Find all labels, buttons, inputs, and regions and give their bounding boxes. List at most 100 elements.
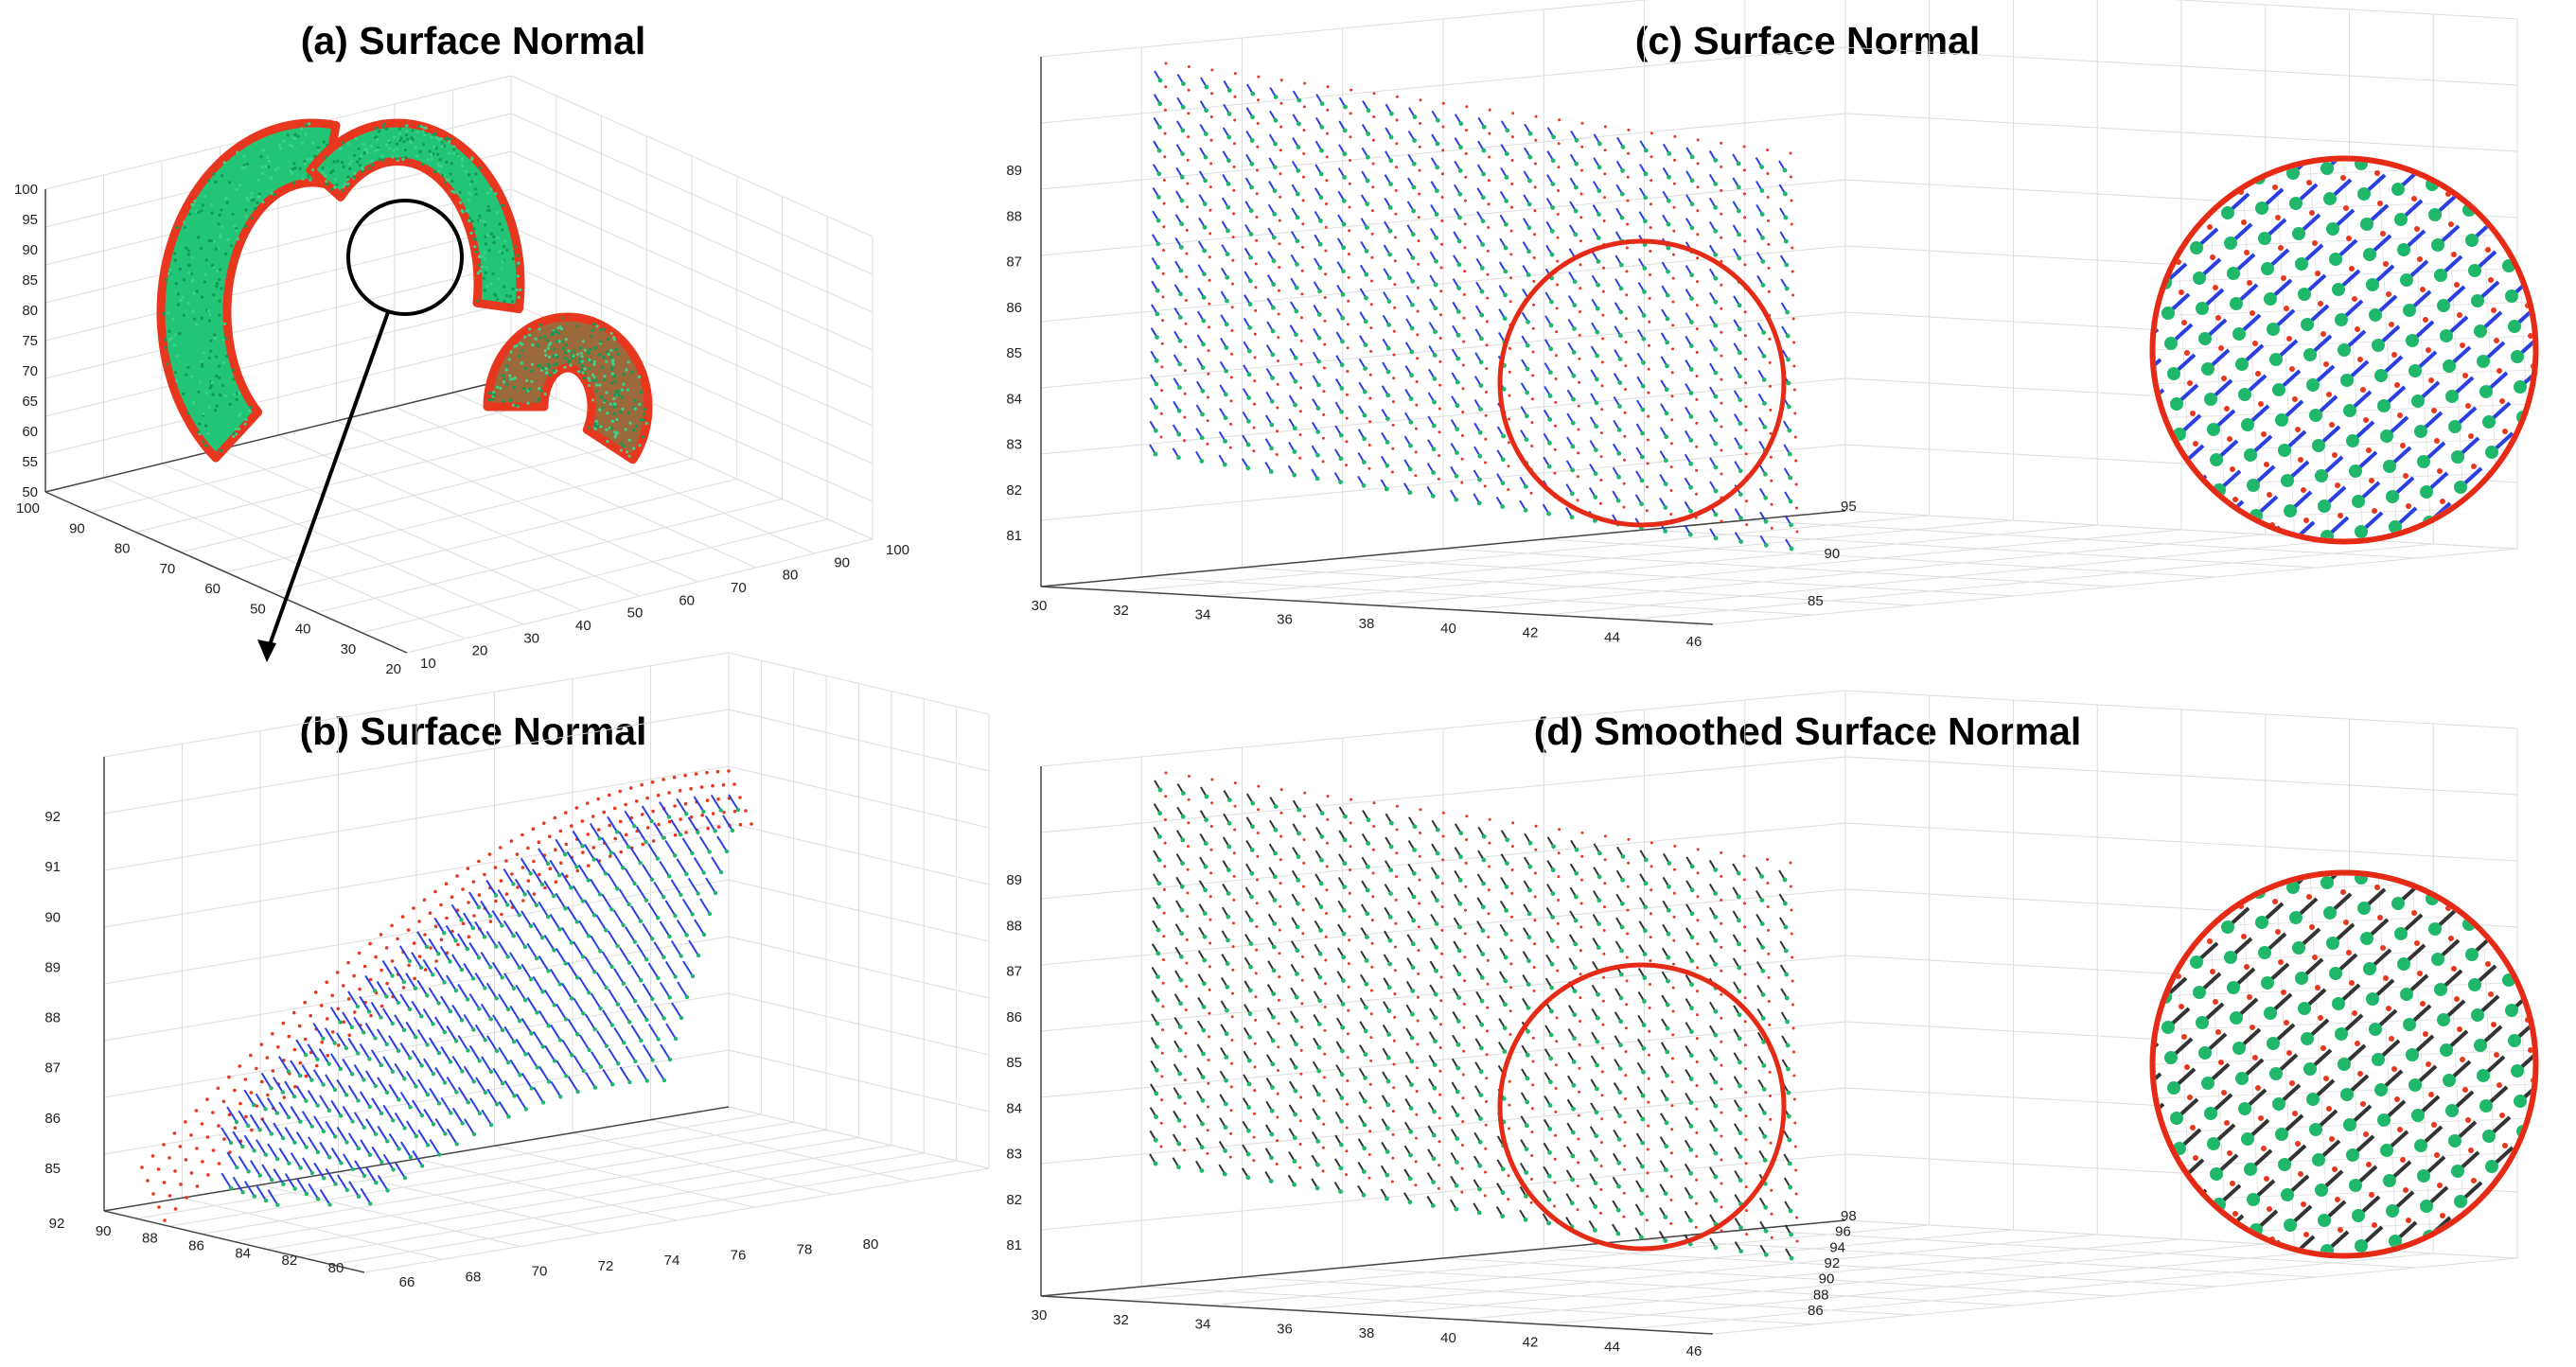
panel-a-surface-left-point (322, 140, 326, 144)
panel-b-normal-tip (615, 886, 620, 891)
panel-a-surface-right-point (405, 133, 409, 137)
panel-c-point (1508, 370, 1511, 374)
panel-a-surface-left-point (250, 192, 254, 196)
panel-b-normal-vector (567, 1076, 579, 1093)
panel-a-surface-tube-point (539, 389, 543, 393)
panel-a-surface-right-point (348, 162, 352, 166)
panel-d-normal-tip (1456, 972, 1462, 977)
panel-b-normal-vector (463, 1065, 475, 1082)
panel-d-point (1510, 868, 1514, 871)
panel-a-surface-right-point (421, 162, 425, 166)
panel-a-surface-right-point (474, 192, 478, 196)
panel-d-point (1162, 887, 1166, 891)
panel-d-normal-tip (1203, 841, 1209, 846)
panel-c-point (1372, 92, 1376, 96)
panel-c-point (1695, 327, 1699, 331)
panel-b-point (221, 1099, 226, 1104)
panel-c-point (1696, 256, 1700, 260)
panel-a-surface-right-point (405, 124, 409, 128)
panel-b-normal-tip (529, 1086, 534, 1091)
panel-c-normal-tip (1155, 335, 1159, 340)
panel-a-surface-right-point (411, 129, 415, 132)
panel-c-point (1485, 320, 1489, 324)
panel-a-surface-tube-point (627, 454, 631, 458)
panel-c-point (1393, 283, 1397, 287)
panel-b-normal-vector (434, 1066, 446, 1083)
panel-b-floor-grid-x (299, 1152, 925, 1258)
panel-a-surface-right-point (469, 158, 474, 162)
panel-c-point (1556, 212, 1560, 216)
panel-c-normal-tip (1317, 289, 1322, 294)
panel-c-normal-tip (1667, 174, 1671, 180)
panel-b-point (499, 846, 503, 850)
panel-d-point (1393, 969, 1397, 973)
panel-c-normal-tip (1246, 395, 1252, 400)
panel-c-normal-tip (1500, 481, 1506, 486)
panel-d-point (1228, 1155, 1232, 1159)
panel-c-point (1163, 108, 1167, 112)
panel-c-normal-tip (1177, 315, 1183, 320)
panel-d-point (1186, 891, 1190, 895)
panel-c-normal-tip (1476, 500, 1482, 506)
panel-a-surface-left-point (243, 224, 247, 228)
panel-a-surface-left-point (194, 323, 199, 326)
panel-a-surface-right-point (370, 145, 374, 149)
panel-b-normal-vector (399, 993, 411, 1010)
panel-c-point (1418, 168, 1421, 172)
panel-d-normal-tip (1663, 1215, 1668, 1219)
panel-b-normal-tip (713, 829, 717, 833)
panel-d-point (1207, 1081, 1210, 1085)
panel-c-normal-tip (1688, 461, 1694, 466)
panel-c-point (1769, 431, 1773, 435)
panel-c-point (1347, 275, 1350, 279)
panel-d-point (1368, 1130, 1372, 1133)
panel-b-normal-vector (636, 885, 647, 902)
panel-a-surface-left-point (218, 213, 221, 217)
panel-d-point (1164, 795, 1168, 798)
panel-b-normal-vector (429, 1138, 441, 1156)
panel-d-point (1669, 1175, 1673, 1179)
panel-b-point (140, 1165, 144, 1169)
panel-c-normal-tip (1455, 427, 1460, 431)
panel-c-point (1648, 343, 1650, 347)
panel-a-surface-tube-point (593, 427, 597, 430)
panel-b-normal-tip (690, 973, 696, 979)
panel-c-point (1795, 530, 1799, 534)
panel-a-surface-tube-point (620, 395, 624, 399)
panel-d-point (1256, 854, 1260, 858)
panel-a-surface-left-point (214, 355, 219, 359)
panel-d-normal-tip (1226, 914, 1231, 920)
panel-c-normal-tip (1270, 352, 1276, 358)
panel-c-point (1792, 341, 1795, 344)
panel-a-floor-grid-y (336, 420, 698, 583)
panel-b-normal-tip (587, 990, 591, 995)
panel-d-normal-tip (1570, 1130, 1576, 1135)
panel-b-normal-tip (505, 955, 510, 959)
panel-b-point (184, 1120, 187, 1124)
panel-d-point (1484, 1170, 1487, 1174)
panel-b-normal-tip (292, 1186, 297, 1191)
panel-d-normal-tip (1478, 1116, 1483, 1121)
panel-d-normal-tip (1315, 1115, 1321, 1120)
panel-c-point (1530, 445, 1534, 447)
panel-b-normal-vector (400, 1141, 412, 1158)
panel-c-point (1485, 343, 1489, 347)
panel-c-point (1347, 253, 1350, 256)
panel-c-normal-tip (1737, 326, 1742, 332)
panel-c-normal-tip (1204, 84, 1209, 90)
panel-c-point (1275, 453, 1279, 456)
panel-d-point (1484, 1147, 1488, 1150)
panel-a-surface-left-point (210, 380, 214, 384)
panel-b-point (538, 872, 541, 877)
panel-c-point (1161, 319, 1165, 323)
panel-a-surface-right-point (476, 272, 480, 275)
panel-c-normal-tip (1340, 315, 1346, 321)
panel-b-normal-tip (609, 850, 614, 855)
panel-d-normal-tip (1526, 982, 1531, 987)
panel-c-point (1321, 436, 1325, 440)
panel-c-point (1326, 85, 1330, 89)
panel-c-point (1416, 286, 1420, 289)
panel-d-point (1792, 1050, 1795, 1054)
panel-c-normal-tip (1574, 184, 1579, 190)
